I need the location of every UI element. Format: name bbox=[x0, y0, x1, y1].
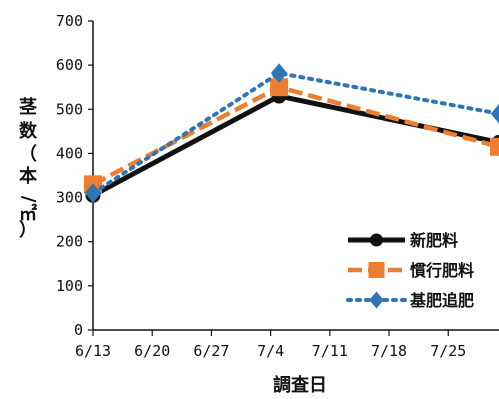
legend-label: 慣行肥料 bbox=[409, 261, 474, 280]
x-tick-label: 6/20 bbox=[134, 342, 170, 360]
y-axis-title-char: / bbox=[18, 196, 39, 203]
data-point bbox=[490, 103, 499, 124]
x-axis-title: 調査日 bbox=[273, 374, 327, 396]
x-tick-label: 6/13 bbox=[75, 342, 111, 360]
series-square bbox=[84, 78, 499, 194]
series-circle bbox=[85, 88, 499, 203]
y-axis-title-char: 茎 bbox=[19, 96, 37, 118]
x-tick-label: 7/11 bbox=[312, 342, 348, 360]
data-point bbox=[369, 291, 384, 309]
x-tick-label: 7/18 bbox=[371, 342, 407, 360]
legend-label: 新肥料 bbox=[410, 231, 458, 250]
data-point bbox=[270, 63, 288, 83]
y-tick-label: 700 bbox=[56, 12, 83, 30]
data-point bbox=[84, 183, 102, 203]
y-axis-title-char: 数 bbox=[19, 120, 38, 142]
y-tick-label: 600 bbox=[56, 56, 83, 74]
legend-label: 基肥追肥 bbox=[409, 291, 474, 310]
data-point bbox=[270, 78, 289, 97]
y-axis-ticks: 0 100 200 300 400 500 600 700 bbox=[56, 12, 93, 339]
x-axis-ticks: 6/13 6/20 6/27 7/4 7/11 7/18 7/25 bbox=[75, 330, 466, 360]
y-tick-label: 100 bbox=[56, 277, 83, 295]
y-tick-label: 200 bbox=[56, 233, 83, 251]
y-axis-title-char: （ bbox=[19, 144, 37, 165]
y-axis-title-char: ㎡ bbox=[19, 203, 37, 225]
y-tick-label: 0 bbox=[74, 321, 83, 339]
axes bbox=[92, 21, 499, 331]
series-line bbox=[91, 93, 499, 198]
y-tick-label: 300 bbox=[56, 189, 83, 207]
legend-item: 基肥追肥 bbox=[346, 291, 474, 310]
x-tick-label: 7/25 bbox=[430, 342, 466, 360]
x-tick-label: 7/4 bbox=[257, 342, 284, 360]
x-tick-label: 6/27 bbox=[193, 342, 229, 360]
y-axis-title-char: 本 bbox=[19, 165, 37, 187]
series-diamond bbox=[84, 63, 499, 203]
data-point bbox=[370, 233, 383, 247]
y-axis-title: 茎数（本 /㎡） bbox=[18, 96, 39, 241]
series-layer bbox=[84, 63, 499, 203]
data-point bbox=[490, 137, 499, 156]
data-point bbox=[368, 262, 385, 278]
series-line bbox=[91, 71, 499, 196]
y-tick-label: 400 bbox=[56, 144, 83, 162]
legend-item: 慣行肥料 bbox=[348, 261, 474, 280]
legend-item: 新肥料 bbox=[348, 231, 458, 250]
y-tick-label: 500 bbox=[56, 100, 83, 118]
y-axis-title-char: ） bbox=[19, 220, 37, 241]
